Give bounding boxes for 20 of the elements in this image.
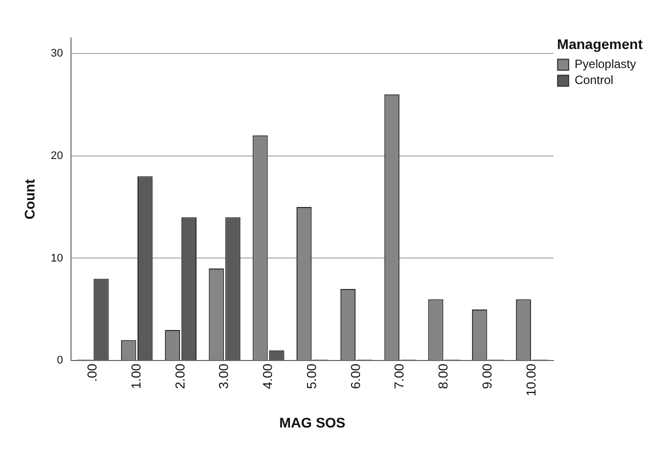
- legend-label: Control: [574, 73, 614, 88]
- x-tick-label: .00: [84, 364, 100, 382]
- x-tick-label: 9.00: [479, 364, 494, 389]
- x-tick-label: 4.00: [260, 364, 276, 389]
- x-tick-label: 1.00: [128, 364, 144, 389]
- y-tick-label: 20: [50, 150, 64, 162]
- x-axis-title: MAG SOS: [279, 414, 346, 430]
- x-tick-label: 10.00: [523, 364, 538, 396]
- y-tick-label: 0: [56, 354, 64, 367]
- x-tick-label: 2.00: [172, 364, 188, 389]
- x-tick-label: 7.00: [392, 364, 407, 389]
- legend-title: Management: [557, 36, 643, 52]
- legend-label: Pyeloplasty: [574, 57, 636, 72]
- x-tick-label: 5.00: [304, 364, 319, 389]
- x-tick-label: 8.00: [436, 364, 451, 389]
- x-tick-label: 6.00: [348, 364, 363, 389]
- x-tick-label: 3.00: [216, 364, 232, 389]
- y-axis-title: Count: [21, 178, 38, 220]
- y-tick-label: 10: [50, 252, 64, 264]
- y-tick-label: 30: [50, 47, 64, 60]
